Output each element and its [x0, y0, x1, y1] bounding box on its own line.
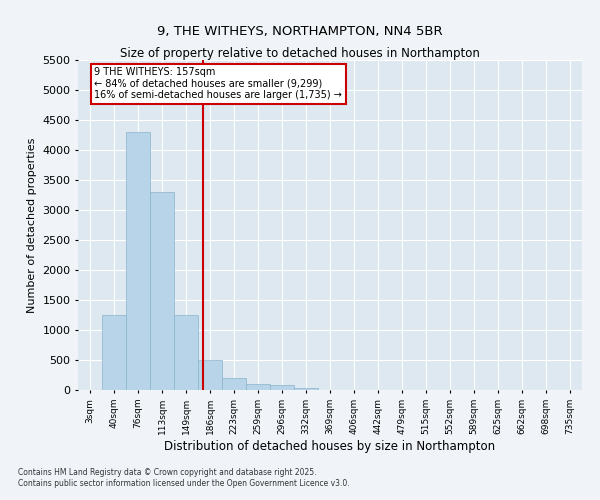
- Text: 9, THE WITHEYS, NORTHAMPTON, NN4 5BR: 9, THE WITHEYS, NORTHAMPTON, NN4 5BR: [157, 25, 443, 38]
- Bar: [102, 315, 126, 390]
- Bar: [150, 192, 174, 390]
- Text: 9 THE WITHEYS: 157sqm
← 84% of detached houses are smaller (9,299)
16% of semi-d: 9 THE WITHEYS: 157sqm ← 84% of detached …: [94, 67, 342, 100]
- Bar: [126, 132, 150, 390]
- Y-axis label: Number of detached properties: Number of detached properties: [26, 138, 37, 312]
- Text: Contains HM Land Registry data © Crown copyright and database right 2025.
Contai: Contains HM Land Registry data © Crown c…: [18, 468, 350, 487]
- Bar: [174, 315, 198, 390]
- Bar: [270, 385, 294, 390]
- Bar: [246, 384, 270, 390]
- Bar: [198, 360, 222, 390]
- Bar: [294, 388, 318, 390]
- Text: Size of property relative to detached houses in Northampton: Size of property relative to detached ho…: [120, 48, 480, 60]
- Bar: [222, 378, 246, 390]
- X-axis label: Distribution of detached houses by size in Northampton: Distribution of detached houses by size …: [164, 440, 496, 452]
